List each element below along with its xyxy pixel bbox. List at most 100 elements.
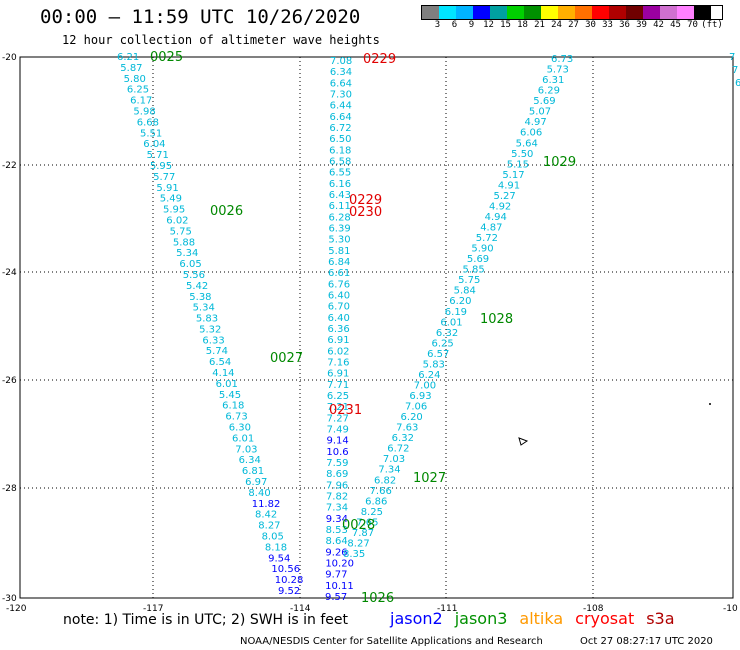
track-a-value: 6.21 [117,52,139,63]
color-swatch [660,6,677,19]
track-c-value: 7.00 [414,380,436,391]
track-b-value: 6.84 [328,257,350,268]
track-a-value: 6.17 [130,96,152,107]
track-a-value: 5.34 [176,248,198,259]
track-a-value: 5.91 [156,183,178,194]
color-tick-label: 39 [636,20,647,30]
time-label: 0026 [210,204,243,219]
footer-credit: NOAA/NESDIS Center for Satellite Applica… [240,636,543,647]
color-tick-label: 21 [534,20,545,30]
color-tick-label: 18 [517,20,528,30]
track-a-value: 8.42 [255,510,277,521]
lat-label: -26 [2,376,17,386]
track-b-value: 6.34 [330,67,352,78]
track-a-value: 6.73 [225,412,247,423]
track-b-value: 5.30 [328,235,350,246]
track-c-value: 7.66 [370,486,392,497]
track-a-value: 6.18 [222,401,244,412]
track-c-value: 5.72 [476,233,498,244]
time-label: 1028 [480,312,513,327]
color-tick-label: 36 [619,20,630,30]
track-b-value: 7.21 [327,402,349,413]
track-c-value: 6.82 [374,475,396,486]
lat-label: -30 [2,594,17,604]
track-a-value: 6.97 [245,477,267,488]
track-c-value: 5.75 [458,275,480,286]
island-outline [518,437,529,446]
track-a-value: 10.56 [271,564,300,575]
track-a-value: 9.52 [278,586,300,597]
color-swatch [694,6,711,19]
map-frame [19,56,734,599]
time-label: 0027 [270,351,303,366]
color-swatch [677,6,694,19]
track-c-value: 5.69 [467,254,489,265]
footer-timestamp: Oct 27 08:27:17 UTC 2020 [580,636,713,647]
track-b-value: 6.72 [329,123,351,134]
track-a-value: 8.18 [265,542,287,553]
color-tick-label: 70 [687,20,698,30]
track-b-value: 6.64 [329,112,351,123]
track-b-value: 7.82 [326,492,348,503]
track-c-value: 6.73 [551,54,573,65]
track-b-value: 6.64 [330,78,352,89]
track-a-value: 10.28 [275,575,304,586]
track-b-value: 6.43 [329,190,351,201]
track-c-value: 6.06 [520,128,542,139]
lon-label: -114 [290,604,311,614]
time-label: 0230 [349,205,382,220]
track-edge-value: 7 [729,52,735,63]
track-a-value: 5.95 [163,205,185,216]
track-b-value: 6.91 [327,335,349,346]
color-swatch [439,6,456,19]
track-a-value: 5.56 [183,270,205,281]
track-b-value: 6.61 [328,268,350,279]
track-a-value: 6.54 [209,357,231,368]
track-b-value: 6.58 [329,157,351,168]
island-dot [709,403,711,405]
track-c-value: 6.32 [392,433,414,444]
track-c-value: 6.20 [401,412,423,423]
color-tick-label: 27 [568,20,579,30]
track-b-value: 7.49 [327,425,349,436]
color-swatch [524,6,541,19]
track-a-value: 6.81 [242,466,264,477]
track-a-value: 5.74 [206,346,228,357]
lon-label: -108 [583,604,604,614]
track-b-value: 7.34 [326,503,348,514]
track-a-value: 6.01 [232,433,254,444]
color-tick-label: 9 [468,20,475,30]
track-b-value: 6.40 [328,291,350,302]
track-a-value: 5.77 [153,172,175,183]
track-a-value: 9.54 [268,553,290,564]
track-a-value: 5.38 [189,292,211,303]
track-a-value: 5.45 [219,390,241,401]
lat-label: -28 [2,484,17,494]
track-b-value: 10.6 [326,447,348,458]
color-tick-label: 33 [602,20,613,30]
track-b-value: 6.28 [329,212,351,223]
track-c-value: 6.31 [542,75,564,86]
track-c-value: 5.17 [502,170,524,181]
track-b-value: 10.20 [325,559,354,570]
track-c-value: 7.34 [378,465,400,476]
color-swatch [422,6,439,19]
color-swatch [609,6,626,19]
track-b-value: 6.91 [327,369,349,380]
legend-cryosat: cryosat [575,609,635,628]
track-a-value: 6.01 [216,379,238,390]
track-b-value: 9.26 [325,547,347,558]
lon-label: -10 [723,604,738,614]
color-swatch [575,6,592,19]
track-b-value: 6.76 [328,279,350,290]
track-b-value: 7.59 [326,458,348,469]
track-c-value: 8.25 [361,507,383,518]
track-b-value: 6.44 [330,101,352,112]
track-a-value: 5.34 [193,303,215,314]
color-unit-label: (ft) [701,20,723,30]
track-a-value: 6.04 [143,139,165,150]
time-label: 0231 [329,403,362,418]
track-c-value: 5.73 [547,65,569,76]
track-a-value: 6.02 [166,215,188,226]
track-a-value: 5.75 [170,226,192,237]
